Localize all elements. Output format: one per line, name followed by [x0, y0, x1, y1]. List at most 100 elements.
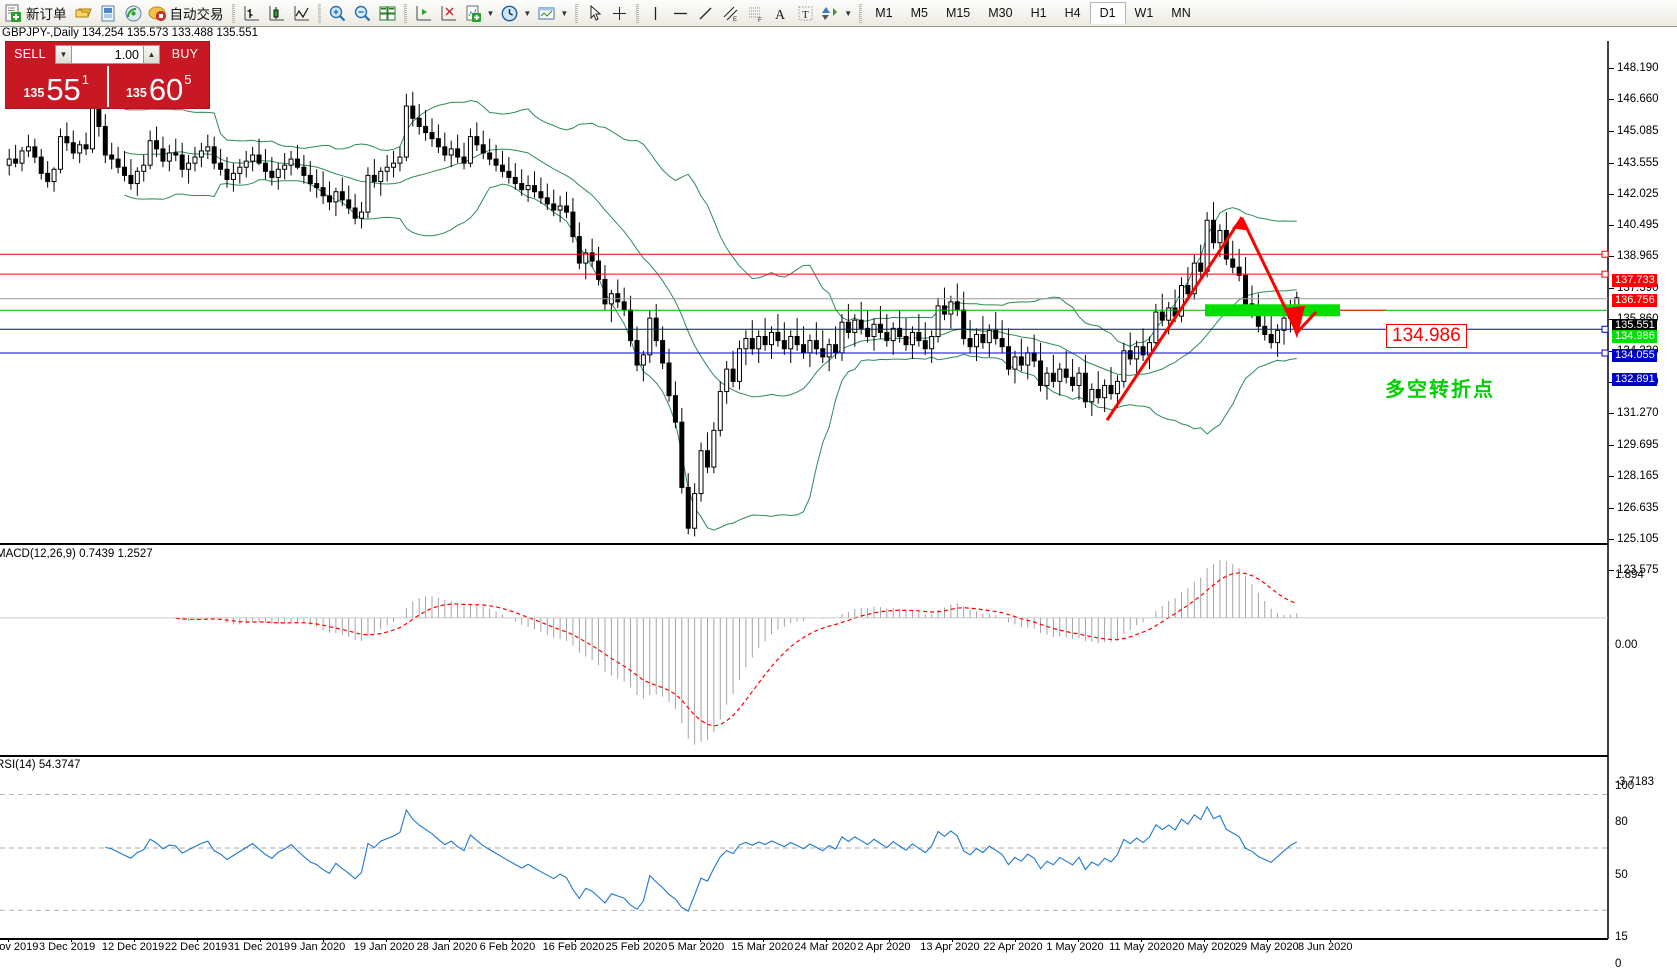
templates-button[interactable]: ▼ [534, 1, 571, 25]
chart-canvas[interactable] [0, 27, 1677, 944]
macd-label: MACD(12,26,9) 0.7439 1.2527 [0, 548, 153, 560]
chart-note-text[interactable]: 多空转折点 [1385, 378, 1495, 401]
arrows-button[interactable]: ▼ [818, 1, 855, 25]
price-tick-mark [1609, 413, 1614, 415]
buy-price-button[interactable]: 135 60 5 [106, 66, 210, 107]
price-tick-mark [1609, 131, 1614, 133]
volume-increment-button[interactable]: ▲ [143, 44, 160, 64]
price-level-label-134.055[interactable]: 134.055 [1612, 349, 1657, 363]
one-click-trading-panel[interactable]: SELL ▼ 1.00 ▲ BUY 135 55 1 135 60 5 [5, 41, 210, 109]
text-tool-button[interactable]: A [768, 1, 793, 25]
price-tick-mark [1609, 381, 1614, 383]
date-tick-mark [259, 938, 261, 942]
signal-circle-icon [124, 4, 143, 23]
date-tick-mark [889, 938, 891, 942]
candlestick-icon [267, 4, 286, 23]
cursor-tool-button[interactable] [582, 1, 607, 25]
price-tick: 128.165 [1617, 470, 1659, 483]
horizontal-line-button[interactable] [668, 1, 693, 25]
channel-icon: E [721, 4, 740, 23]
sell-label[interactable]: SELL [14, 47, 46, 61]
chart-shift-button[interactable] [411, 1, 436, 25]
period-button[interactable]: ▼ [497, 1, 534, 25]
date-tick: 8 Jun 2020 [1298, 941, 1353, 953]
price-tick-mark [1609, 538, 1614, 540]
crosshair-tool-button[interactable] [607, 1, 632, 25]
timeframe-h1[interactable]: H1 [1030, 6, 1047, 20]
sell-price-button[interactable]: 135 55 1 [6, 66, 107, 107]
date-tick: 12 Dec 2019 [101, 941, 165, 953]
price-level-label-137.733[interactable]: 137.733 [1612, 274, 1657, 288]
date-tick-mark [700, 938, 702, 942]
date-tick-mark [1015, 938, 1017, 942]
date-tick-mark [448, 938, 450, 942]
data-window-button[interactable] [96, 1, 121, 25]
zoom-out-button[interactable] [350, 1, 375, 25]
price-tick-mark [1609, 445, 1614, 447]
date-tick: 9 Jan 2020 [290, 941, 346, 953]
text-label-button[interactable]: T [793, 1, 818, 25]
price-tick-mark [1609, 350, 1614, 352]
timeframe-d1[interactable]: D1 [1089, 2, 1126, 24]
date-tick-mark [1267, 938, 1269, 942]
line-chart-button[interactable] [289, 1, 314, 25]
market-watch-button[interactable] [121, 1, 146, 25]
date-tick: 11 May 2020 [1109, 941, 1172, 953]
chart-autoscroll-button[interactable] [436, 1, 461, 25]
auto-trading-button[interactable]: 自动交易 [146, 1, 228, 25]
bar-chart-button[interactable] [239, 1, 264, 25]
zoom-out-icon [353, 4, 372, 23]
price-level-label-134.986[interactable]: 134.986 [1612, 330, 1657, 344]
date-tick-mark [763, 938, 765, 942]
timeframe-m1[interactable]: M1 [875, 6, 893, 20]
new-order-button[interactable]: 新订单 [2, 1, 71, 25]
candlestick-chart-button[interactable] [264, 1, 289, 25]
chevron-down-icon[interactable]: ▼ [560, 8, 569, 18]
trendline-button[interactable] [693, 1, 718, 25]
trade-panel-quotes: 135 55 1 135 60 5 [6, 66, 209, 107]
buy-label[interactable]: BUY [171, 47, 199, 61]
chevron-down-icon[interactable]: ▼ [523, 8, 532, 18]
horizontal-line-icon [671, 4, 690, 23]
date-tick: 31 Dec 2019 [227, 941, 291, 953]
date-tick: 28 Jan 2020 [416, 941, 478, 953]
timeframe-w1[interactable]: W1 [1134, 6, 1154, 20]
price-tick: 129.695 [1617, 439, 1659, 452]
date-tick-mark [1078, 938, 1080, 942]
chevron-down-icon[interactable]: ▼ [486, 8, 495, 18]
date-tick: 29 May 2020 [1235, 941, 1299, 953]
date-tick: 2 Apr 2020 [857, 941, 911, 953]
timeframe-m5[interactable]: M5 [910, 6, 928, 20]
timeframe-mn[interactable]: MN [1171, 6, 1191, 20]
text-icon: A [771, 4, 790, 23]
price-tick-mark [1609, 256, 1614, 258]
macd-tick: -3.7183 [1615, 776, 1655, 788]
price-annotation-tag[interactable]: 134.986 [1386, 324, 1467, 349]
trendline-icon [696, 4, 715, 23]
price-level-label-132.891[interactable]: 132.891 [1612, 373, 1657, 386]
tile-windows-icon [378, 4, 397, 23]
chevron-down-icon[interactable]: ▼ [844, 8, 853, 18]
price-level-label-135.551[interactable]: 135.551 [1612, 318, 1657, 332]
price-level-label-136.756[interactable]: 136.756 [1612, 294, 1657, 308]
buy-price-big: 60 [148, 72, 184, 107]
svg-text:F: F [758, 18, 762, 23]
volume-input[interactable]: 1.00 [72, 44, 143, 64]
chart-window[interactable]: GBPJPY-,Daily 134.254 135.573 133.488 13… [0, 27, 1677, 970]
add-indicator-button[interactable]: ▼ [461, 1, 498, 25]
timeframe-m15[interactable]: M15 [945, 6, 971, 20]
vertical-line-button[interactable] [643, 1, 668, 25]
timeframe-h4[interactable]: H4 [1064, 6, 1081, 20]
timeframe-m30[interactable]: M30 [988, 6, 1013, 20]
volume-stepper[interactable]: ▼ 1.00 ▲ [55, 44, 160, 64]
equidistant-channel-button[interactable]: E [718, 1, 743, 25]
date-tick-mark [826, 938, 828, 942]
rsi-tick: 80 [1615, 815, 1628, 828]
volume-decrement-button[interactable]: ▼ [55, 44, 72, 64]
toolbar-separator [231, 3, 235, 23]
expert-advisors-button[interactable] [71, 1, 96, 25]
tile-windows-button[interactable] [375, 1, 400, 25]
zoom-in-button[interactable] [325, 1, 350, 25]
symbol-info-bar: GBPJPY-,Daily 134.254 135.573 133.488 13… [0, 27, 1677, 41]
fibonacci-button[interactable]: F [743, 1, 768, 25]
